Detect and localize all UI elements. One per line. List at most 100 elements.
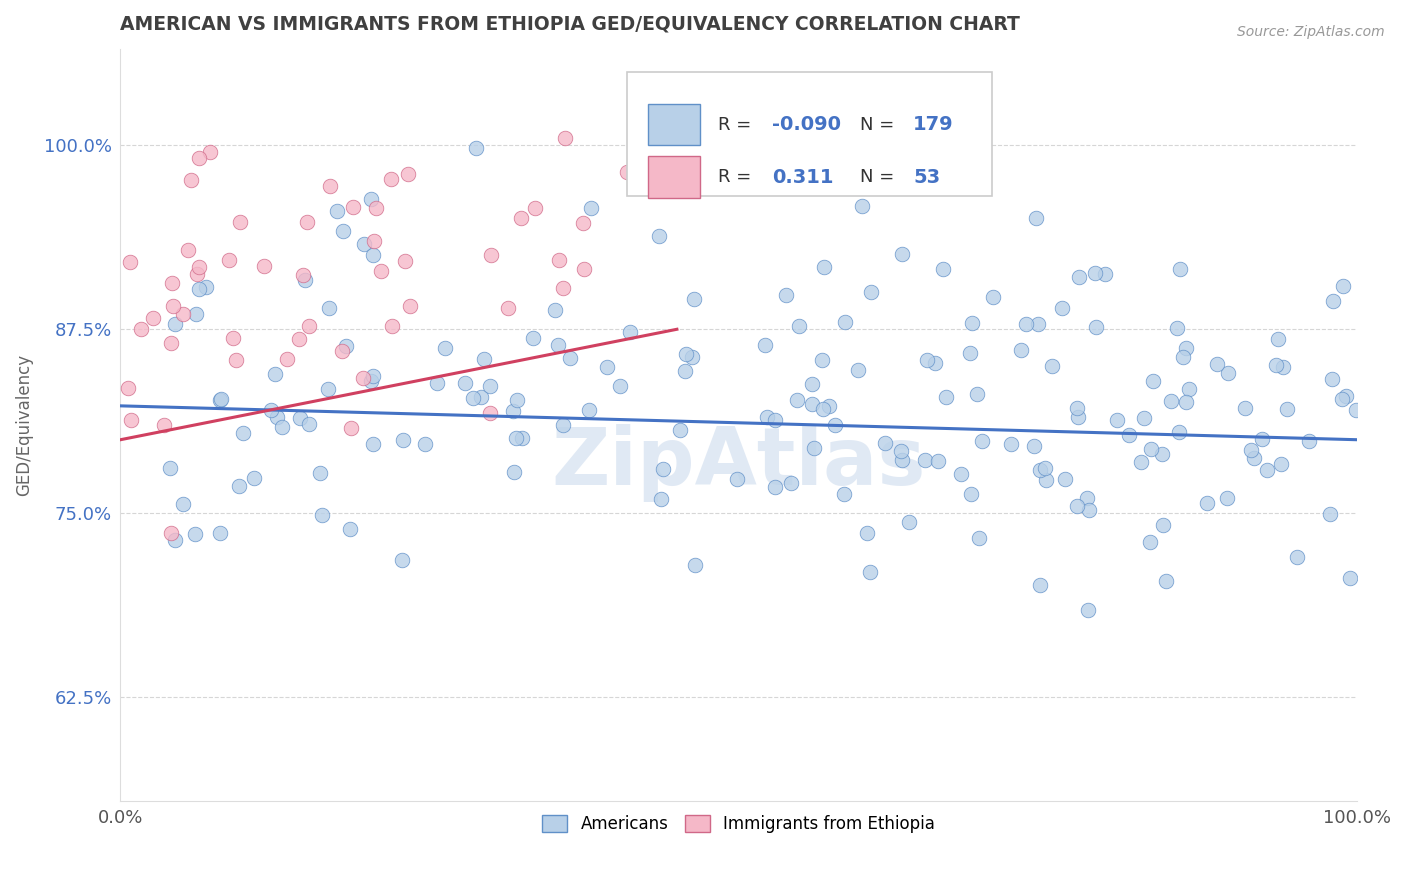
Text: Source: ZipAtlas.com: Source: ZipAtlas.com [1237, 25, 1385, 39]
Point [1035, 473, 1057, 487]
Point [298, 318, 321, 333]
Point [1166, 321, 1188, 335]
Point [394, 253, 416, 268]
Point [1218, 366, 1240, 380]
Point [363, 234, 385, 248]
Point [463, 392, 485, 406]
Point [981, 290, 1004, 304]
Point [1322, 294, 1344, 309]
Point [159, 461, 181, 475]
Point [503, 465, 526, 479]
Point [360, 374, 382, 388]
Point [380, 172, 402, 186]
Point [1139, 534, 1161, 549]
Text: 0.311: 0.311 [772, 168, 834, 186]
Point [308, 466, 330, 480]
Point [1175, 395, 1198, 409]
Point [801, 397, 824, 411]
Point [856, 526, 879, 541]
Point [683, 292, 706, 306]
Point [464, 141, 486, 155]
Point [340, 420, 363, 434]
Point [1331, 278, 1354, 293]
Point [316, 382, 339, 396]
Point [188, 282, 211, 296]
Point [311, 508, 333, 522]
Point [1150, 448, 1173, 462]
Point [363, 369, 385, 384]
Point [1130, 455, 1153, 469]
Point [479, 379, 502, 393]
Point [1029, 463, 1052, 477]
Point [426, 376, 449, 391]
Point [509, 211, 531, 225]
Point [271, 420, 294, 434]
Point [361, 248, 384, 262]
Point [183, 526, 205, 541]
Point [755, 410, 778, 425]
Y-axis label: GED/Equivalency: GED/Equivalency [15, 354, 32, 496]
Point [787, 318, 810, 333]
Point [609, 379, 631, 393]
Point [1240, 443, 1263, 458]
Point [232, 426, 254, 441]
Point [1142, 374, 1164, 388]
Point [619, 325, 641, 339]
Point [194, 279, 217, 293]
Point [1285, 549, 1308, 564]
Point [824, 417, 846, 432]
Point [335, 339, 357, 353]
Point [848, 363, 870, 377]
Point [1175, 341, 1198, 355]
Point [681, 351, 703, 365]
Point [522, 331, 544, 345]
Point [666, 130, 689, 145]
Point [381, 318, 404, 333]
Point [1010, 343, 1032, 357]
Point [319, 179, 342, 194]
Point [754, 338, 776, 352]
Point [554, 130, 576, 145]
Point [360, 192, 382, 206]
Text: N =: N = [860, 116, 900, 134]
Point [298, 417, 321, 431]
Point [616, 165, 638, 179]
Point [263, 367, 285, 381]
Point [1234, 401, 1257, 415]
Point [725, 472, 748, 486]
Point [1267, 332, 1289, 346]
Point [184, 307, 207, 321]
Point [180, 173, 202, 187]
Point [1251, 432, 1274, 446]
Point [960, 487, 983, 501]
Point [1066, 499, 1088, 513]
Point [218, 253, 240, 268]
Point [1084, 267, 1107, 281]
Point [1077, 503, 1099, 517]
Point [1076, 491, 1098, 506]
Point [1298, 434, 1320, 448]
Point [288, 411, 311, 425]
Point [266, 410, 288, 425]
Point [160, 336, 183, 351]
Point [172, 307, 194, 321]
Point [396, 167, 419, 181]
Point [1275, 402, 1298, 417]
Point [186, 268, 208, 282]
Point [129, 321, 152, 335]
Point [572, 262, 595, 277]
Point [1094, 267, 1116, 281]
Point [818, 400, 841, 414]
Point [163, 317, 186, 331]
FancyBboxPatch shape [648, 104, 700, 145]
Point [243, 471, 266, 485]
Point [859, 565, 882, 579]
Point [1265, 358, 1288, 372]
Point [434, 341, 457, 355]
Point [711, 144, 734, 158]
Point [454, 376, 477, 391]
Legend: Americans, Immigrants from Ethiopia: Americans, Immigrants from Ethiopia [534, 806, 943, 841]
Point [547, 253, 569, 268]
Point [187, 151, 209, 165]
Point [775, 288, 797, 302]
